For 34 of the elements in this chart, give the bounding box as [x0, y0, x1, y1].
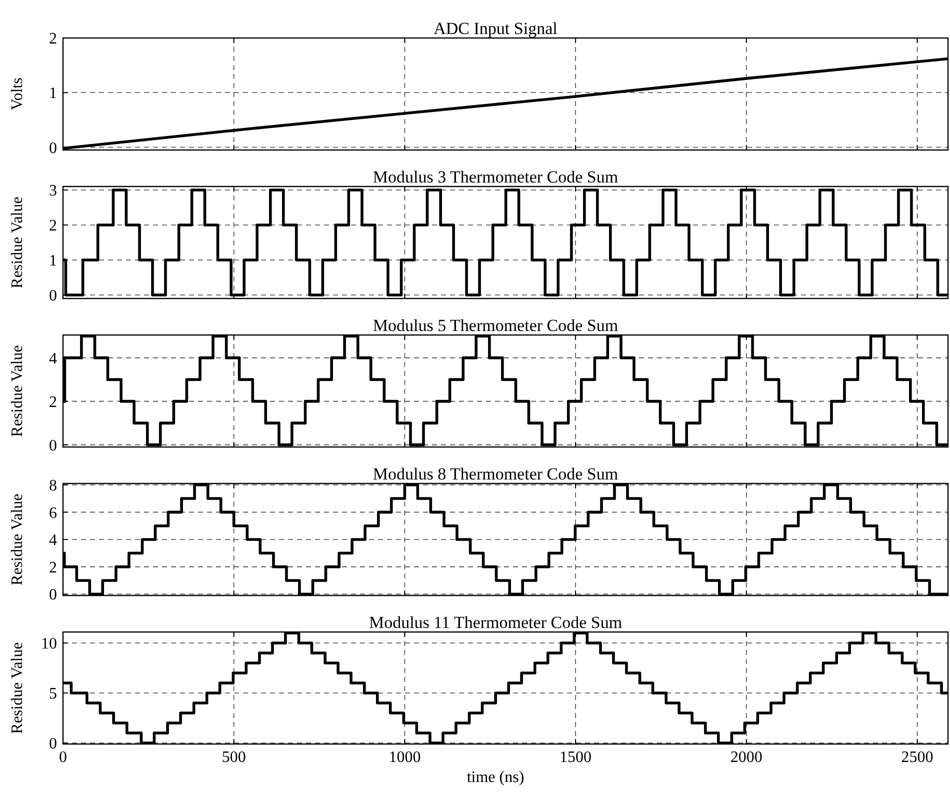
x-tick-label: 500 [222, 749, 246, 766]
y-tick-label: 0 [49, 586, 57, 604]
y-axis-title: Residue Value [9, 494, 26, 586]
x-tick-label: 1000 [388, 749, 421, 766]
y-tick-label: 8 [49, 477, 57, 494]
y-tick-label: 10 [41, 636, 57, 653]
y-tick-label: 6 [49, 504, 57, 522]
y-tick-label: 5 [49, 686, 57, 703]
y-tick-label: 2 [49, 394, 57, 411]
y-axis-title: Residue Value [9, 196, 26, 288]
y-tick-label: 1 [49, 85, 57, 102]
y-tick-label: 2 [49, 30, 57, 48]
chart-title: Modulus 5 Thermometer Code Sum [372, 316, 618, 335]
x-tick-label: 2500 [901, 749, 934, 766]
chart-title: Modulus 11 Thermometer Code Sum [368, 613, 622, 632]
y-axis-title: Residue Value [9, 345, 26, 437]
x-tick-label: 2000 [730, 749, 762, 766]
x-tick-label: 1500 [560, 749, 592, 766]
y-axis-title: Volts [9, 78, 26, 110]
y-tick-label: 0 [49, 288, 57, 305]
chart-title: Modulus 3 Thermometer Code Sum [372, 168, 618, 186]
y-tick-label: 3 [49, 182, 57, 200]
y-tick-label: 0 [49, 736, 57, 753]
y-tick-label: 2 [49, 218, 57, 235]
y-axis-title: Residue Value [9, 642, 26, 734]
x-axis-title: time (ns) [466, 769, 524, 786]
y-tick-label: 2 [49, 559, 57, 576]
y-tick-label: 4 [49, 350, 57, 368]
y-tick-label: 4 [49, 532, 57, 550]
chart-title: Modulus 8 Thermometer Code Sum [372, 464, 618, 484]
y-tick-label: 0 [49, 140, 57, 157]
chart-title: ADC Input Signal [434, 19, 558, 38]
y-tick-label: 1 [49, 252, 57, 270]
y-tick-label: 0 [49, 437, 57, 454]
